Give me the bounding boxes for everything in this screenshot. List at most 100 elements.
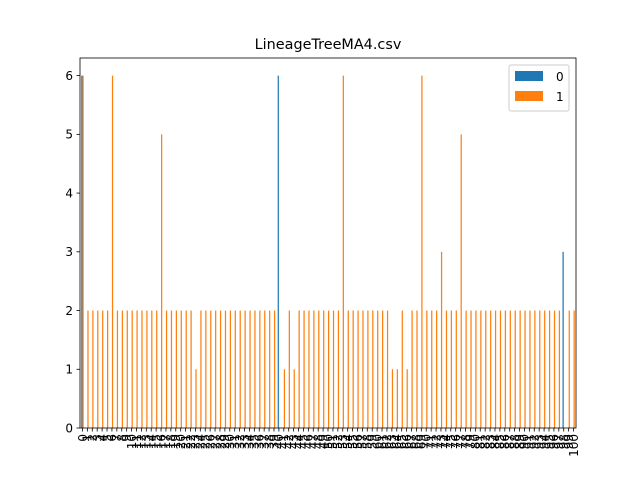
bar-series-1-cat-66	[406, 369, 408, 428]
bar-series-1-cat-48	[318, 310, 320, 428]
bar-series-1-cat-1	[87, 310, 89, 428]
bar-series-1-cat-29	[224, 310, 227, 428]
x-tick-label: 100	[567, 434, 581, 457]
legend-swatch-1	[515, 91, 543, 101]
x-tick-label: 15	[149, 434, 163, 449]
bar-series-1-cat-44	[298, 310, 300, 428]
y-tick-label: 6	[65, 69, 73, 83]
x-tick-label: 85	[493, 434, 507, 449]
bar-series-1-cat-14	[151, 310, 153, 428]
x-tick-label: 48	[311, 434, 325, 449]
bar-series-1-cat-22	[190, 310, 192, 428]
x-tick-label: 62	[380, 434, 394, 449]
bar-series-1-cat-32	[239, 310, 241, 428]
bar-series-1-cat-63	[391, 369, 394, 428]
y-axis: 0 1 2 3 4 5 6	[65, 69, 80, 435]
bar-series-1-cat-56	[357, 310, 359, 428]
bar-series-1-cat-39	[273, 310, 276, 428]
x-tick-label: 13	[140, 434, 154, 449]
x-tick-label: 43	[287, 434, 301, 449]
bar-series-1-cat-57	[362, 310, 364, 428]
bar-series-1-cat-33	[244, 310, 246, 428]
bar-series-0-cat-98	[562, 251, 564, 428]
y-tick-label: 3	[65, 245, 73, 259]
bar-series-1-cat-72	[436, 310, 438, 428]
bar-series-1-cat-10	[131, 310, 133, 428]
legend-label-0: 0	[556, 70, 564, 84]
x-tick-label: 27	[208, 434, 222, 449]
x-tick-label: 55	[346, 434, 360, 449]
bar-series-1-cat-30	[229, 310, 232, 428]
x-tick-label: 18	[164, 434, 178, 449]
x-tick-label: 74	[439, 434, 453, 449]
x-tick-label: 72	[429, 434, 443, 449]
x-tick-label: 58	[361, 434, 375, 449]
x-tick-label: 7	[110, 434, 124, 442]
legend-swatch-0	[515, 71, 543, 81]
bar-series-1-cat-7	[116, 310, 119, 428]
x-tick-label: 41	[277, 434, 291, 449]
bar-series-1-cat-51	[332, 310, 335, 428]
bar-series-1-cat-96	[553, 310, 556, 428]
bar-series-1-cat-5	[107, 310, 109, 428]
bar-series-0-cat-0	[81, 75, 83, 428]
x-tick-label: 30	[223, 434, 237, 449]
bar-series-1-cat-59	[372, 310, 374, 428]
x-axis: 0123456789101112131415161718192021222324…	[76, 428, 581, 457]
x-tick-label: 81	[474, 434, 488, 449]
x-tick-label: 71	[424, 434, 438, 449]
x-tick-label: 3	[90, 434, 104, 442]
x-tick-label: 75	[444, 434, 458, 449]
x-tick-label: 20	[174, 434, 188, 449]
x-tick-label: 10	[125, 434, 139, 449]
y-tick-label: 0	[65, 421, 73, 435]
x-tick-label: 73	[434, 434, 448, 449]
bar-series-1-cat-47	[313, 310, 315, 428]
x-tick-label: 59	[365, 434, 379, 449]
bar-series-1-cat-13	[146, 310, 148, 428]
x-tick-label: 83	[483, 434, 497, 449]
bar-series-1-cat-49	[323, 310, 325, 428]
bar-series-1-cat-88	[514, 310, 516, 428]
bar-series-0-cat-40	[277, 75, 279, 428]
bar-series-1-cat-95	[548, 310, 551, 428]
x-tick-label: 33	[238, 434, 252, 449]
bar-series-1-cat-3	[97, 310, 99, 428]
x-tick-label: 65	[395, 434, 409, 449]
bar-series-1-cat-97	[558, 310, 561, 428]
bar-series-1-cat-86	[504, 310, 507, 428]
bar-series-1-cat-21	[185, 310, 187, 428]
x-tick-label: 46	[302, 434, 316, 449]
x-tick-label: 29	[218, 434, 232, 449]
bar-series-1-cat-24	[200, 310, 202, 428]
x-tick-label: 97	[552, 434, 566, 449]
legend-label-1: 1	[556, 90, 564, 104]
x-tick-label: 66	[400, 434, 414, 449]
bar-series-1-cat-92	[534, 310, 536, 428]
x-tick-label: 87	[503, 434, 517, 449]
y-tick-label: 1	[65, 363, 73, 377]
x-tick-label: 14	[145, 434, 159, 449]
bar-series-1-cat-60	[377, 310, 379, 428]
x-tick-label: 17	[159, 434, 173, 449]
x-tick-label: 70	[420, 434, 434, 449]
bar-series-1-cat-46	[308, 310, 310, 428]
bar-series-1-cat-52	[337, 310, 340, 428]
bar-series-1-cat-17	[165, 310, 168, 428]
x-tick-label: 93	[532, 434, 546, 449]
chart-title: LineageTreeMA4.csv	[255, 37, 402, 53]
x-tick-label: 45	[297, 434, 311, 449]
x-tick-label: 92	[528, 434, 542, 449]
bar-series-1-cat-8	[121, 310, 123, 428]
bar-series-1-cat-61	[382, 310, 384, 428]
x-tick-label: 91	[523, 434, 537, 449]
x-tick-label: 76	[449, 434, 463, 449]
bar-series-1-cat-15	[156, 310, 158, 428]
y-tick-label: 4	[65, 186, 73, 200]
x-tick-label: 38	[262, 434, 276, 449]
bar-series-1-cat-12	[141, 310, 143, 428]
bar-series-1-cat-76	[455, 310, 457, 428]
x-tick-label: 82	[478, 434, 492, 449]
x-tick-label: 6	[105, 434, 119, 442]
bar-series-1-cat-6	[111, 75, 114, 428]
